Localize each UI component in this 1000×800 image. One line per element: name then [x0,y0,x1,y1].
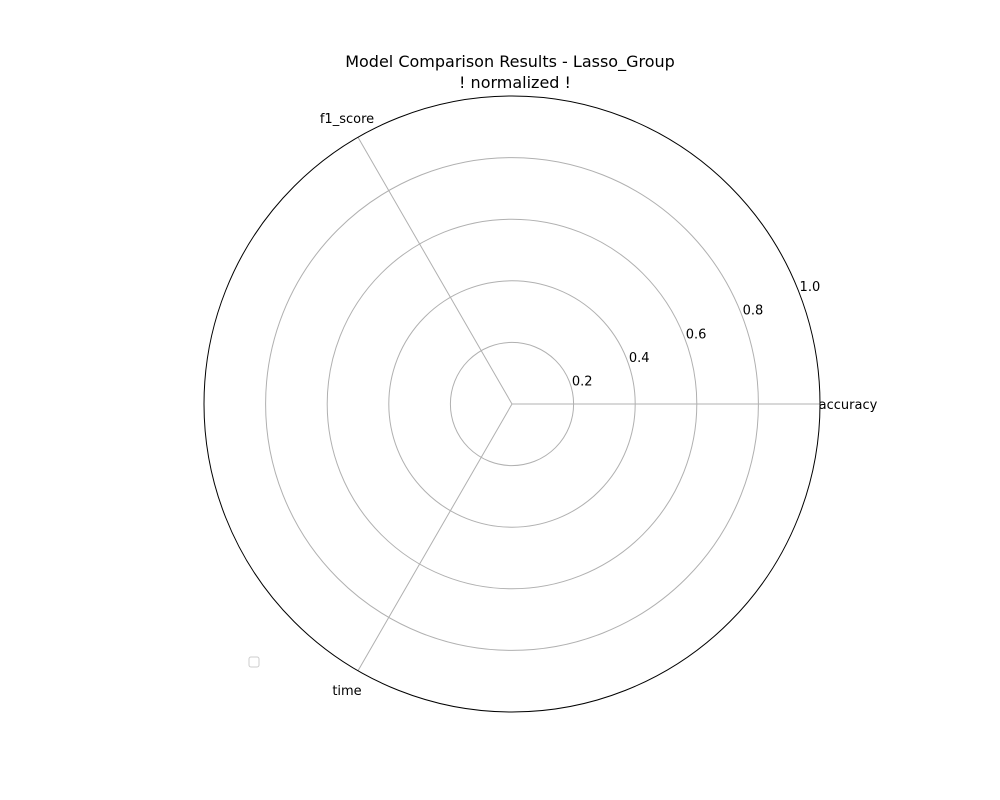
chart-subtitle: ! normalized ! [459,73,571,92]
radial-tick-label: 0.6 [686,327,707,342]
axis-spoke-f1-score [357,137,513,405]
axis-label-accuracy: accuracy [819,398,878,413]
axis-spokes [357,137,820,671]
polar-frame [203,95,821,713]
axis-label-time: time [332,684,361,699]
axis-label-f1-score: f1_score [320,112,374,127]
radial-tick-label: 0.2 [572,374,593,389]
radial-tick-labels: 0.2 0.4 0.6 0.8 1.0 [572,280,820,389]
radial-tick-label: 0.4 [629,351,650,366]
legend-box [248,656,260,668]
axis-spoke-time [357,403,513,671]
radial-tick-label: 0.8 [743,304,764,319]
radial-tick-label: 1.0 [800,280,821,295]
chart-title: Model Comparison Results - Lasso_Group [345,52,675,72]
